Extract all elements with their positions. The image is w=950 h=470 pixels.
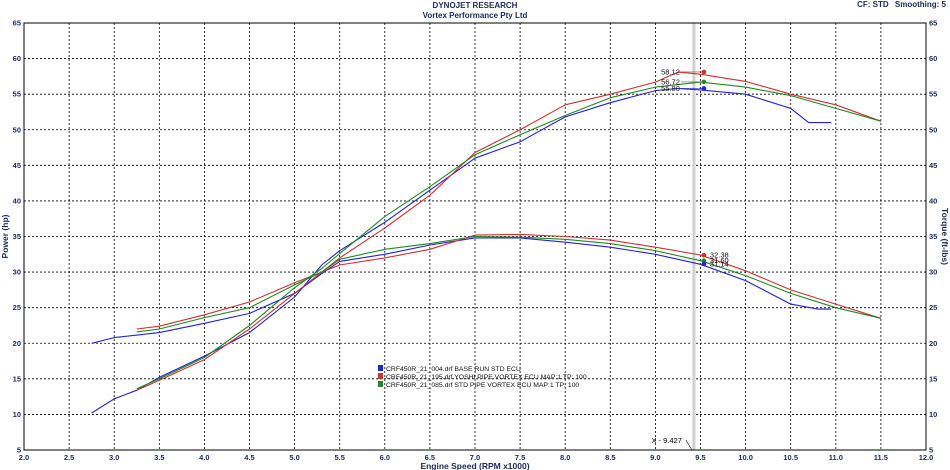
x-tick-label: 11.5 bbox=[874, 453, 888, 462]
y-tick-label-right: 20 bbox=[929, 339, 937, 348]
y-tick-label-left: 35 bbox=[13, 232, 21, 241]
x-tick-label: 4.5 bbox=[244, 453, 254, 462]
cursor-value-label: 31.60 bbox=[710, 256, 729, 265]
x-tick-label: 7.0 bbox=[470, 453, 480, 462]
y-tick-label-left: 5 bbox=[17, 446, 21, 455]
cursor-marker bbox=[701, 261, 707, 267]
y-tick-label-right: 10 bbox=[929, 410, 937, 419]
cursor-layer bbox=[685, 23, 696, 451]
cursor-marker bbox=[701, 69, 707, 75]
y-tick-label-right: 50 bbox=[929, 125, 937, 134]
x-tick-label: 2.5 bbox=[64, 453, 74, 462]
series-line bbox=[91, 237, 832, 344]
y-tick-label-left: 20 bbox=[13, 339, 21, 348]
x-tick-label: 4.0 bbox=[199, 453, 209, 462]
y-tick-label-left: 15 bbox=[13, 374, 21, 383]
series-layer bbox=[91, 69, 882, 414]
legend-entry: CRF450R_21_195.drf YOSHI PIPE VORTEX ECU… bbox=[386, 374, 587, 381]
cursor-value-label: 55.80 bbox=[661, 84, 680, 93]
x-tick-label: 8.5 bbox=[605, 453, 615, 462]
y-tick-label-left: 40 bbox=[13, 196, 21, 205]
y-tick-label-left: 45 bbox=[13, 161, 21, 170]
x-tick-label: 6.0 bbox=[380, 453, 390, 462]
legend-entry: CRF450R_21_004.drf BASE RUN STD ECU bbox=[386, 366, 521, 373]
series-line bbox=[136, 235, 882, 333]
cursor-value-label: 31.14 bbox=[710, 259, 729, 268]
x-tick-label: 3.0 bbox=[109, 453, 119, 462]
x-tick-label: 10.5 bbox=[783, 453, 798, 462]
x-tick-label: 2.0 bbox=[19, 453, 29, 462]
cursor-marker bbox=[701, 258, 707, 263]
series-line bbox=[136, 233, 882, 330]
x-tick-label: 5.5 bbox=[334, 453, 344, 462]
series-line bbox=[136, 81, 882, 390]
header-customer: Vortex Performance Pty Ltd bbox=[422, 11, 528, 20]
cursor-value-label: 32.38 bbox=[710, 251, 729, 260]
y-tick-label-right: 60 bbox=[929, 54, 937, 63]
legend-swatch bbox=[378, 381, 383, 387]
cursor-marker bbox=[701, 86, 707, 91]
x-tick-label: 8.0 bbox=[560, 453, 570, 462]
x-tick-label: 7.5 bbox=[515, 453, 525, 462]
cursor-marker bbox=[701, 79, 707, 85]
header-company: DYNOJET RESEARCH bbox=[432, 1, 518, 10]
y-tick-label-right: 5 bbox=[929, 446, 933, 455]
x-tick-label: 6.5 bbox=[425, 453, 435, 462]
y-tick-label-left: 10 bbox=[13, 410, 21, 419]
y-tick-label-left: 55 bbox=[13, 90, 21, 99]
y-tick-label-left: 50 bbox=[13, 125, 21, 134]
smoothing-label: Smoothing: 5 bbox=[894, 0, 946, 9]
x-axis-label: Engine Speed (RPM x1000) bbox=[420, 461, 529, 470]
legend: CRF450R_21_004.drf BASE RUN STD ECUCRF45… bbox=[378, 365, 587, 389]
legend-swatch bbox=[378, 373, 383, 379]
y-tick-label-right: 25 bbox=[929, 303, 937, 312]
cursor-value-label: 56.72 bbox=[661, 77, 680, 86]
labels: 2.0 2.5 3.0 3.5 4.0 4.5 5.0 5.5 6.0 6.5 7.0 7.5 8.0 8… bbox=[0, 19, 950, 470]
x-tick-label: 5.0 bbox=[289, 453, 299, 462]
plot-frame bbox=[23, 22, 927, 451]
y-axis-label-right: Torque (ft-lbs) bbox=[940, 208, 950, 265]
x-tick-label: 9.5 bbox=[695, 453, 705, 462]
y-tick-label-right: 55 bbox=[929, 90, 937, 99]
cursor-marker bbox=[701, 252, 707, 258]
cf-label: CF: STD bbox=[857, 0, 889, 9]
header-settings: CF: STD Smoothing: 5 bbox=[853, 0, 946, 9]
y-tick-label-left: 60 bbox=[13, 54, 21, 63]
cursor-value-label: 58.12 bbox=[661, 67, 680, 76]
y-tick-label-right: 35 bbox=[929, 232, 937, 241]
y-tick-label-right: 65 bbox=[929, 19, 937, 28]
y-tick-label-left: 30 bbox=[13, 268, 21, 277]
legend-swatch bbox=[378, 365, 383, 371]
cursor-pointer bbox=[685, 439, 693, 451]
y-tick-label-right: 30 bbox=[929, 268, 937, 277]
series-line bbox=[136, 71, 882, 391]
x-tick-label: 9.0 bbox=[650, 453, 660, 462]
axes bbox=[23, 22, 927, 451]
x-tick-label: 3.5 bbox=[154, 453, 164, 462]
x-tick-label: 11.0 bbox=[829, 453, 843, 462]
cursor-readout: X - 9.427 bbox=[651, 436, 681, 445]
y-tick-label-right: 15 bbox=[929, 374, 937, 383]
x-tick-label: 10.0 bbox=[738, 453, 753, 462]
y-tick-label-right: 40 bbox=[929, 196, 937, 205]
legend-entry: CRF450R_21_085.drf STD PIPE VORTEX ECU M… bbox=[386, 382, 579, 389]
y-tick-label-left: 25 bbox=[13, 303, 21, 312]
y-axis-label-left: Power (hp) bbox=[0, 214, 10, 258]
y-tick-label-left: 65 bbox=[13, 19, 21, 28]
x-tick-label: 12.0 bbox=[919, 453, 934, 462]
y-tick-label-right: 45 bbox=[929, 161, 937, 170]
